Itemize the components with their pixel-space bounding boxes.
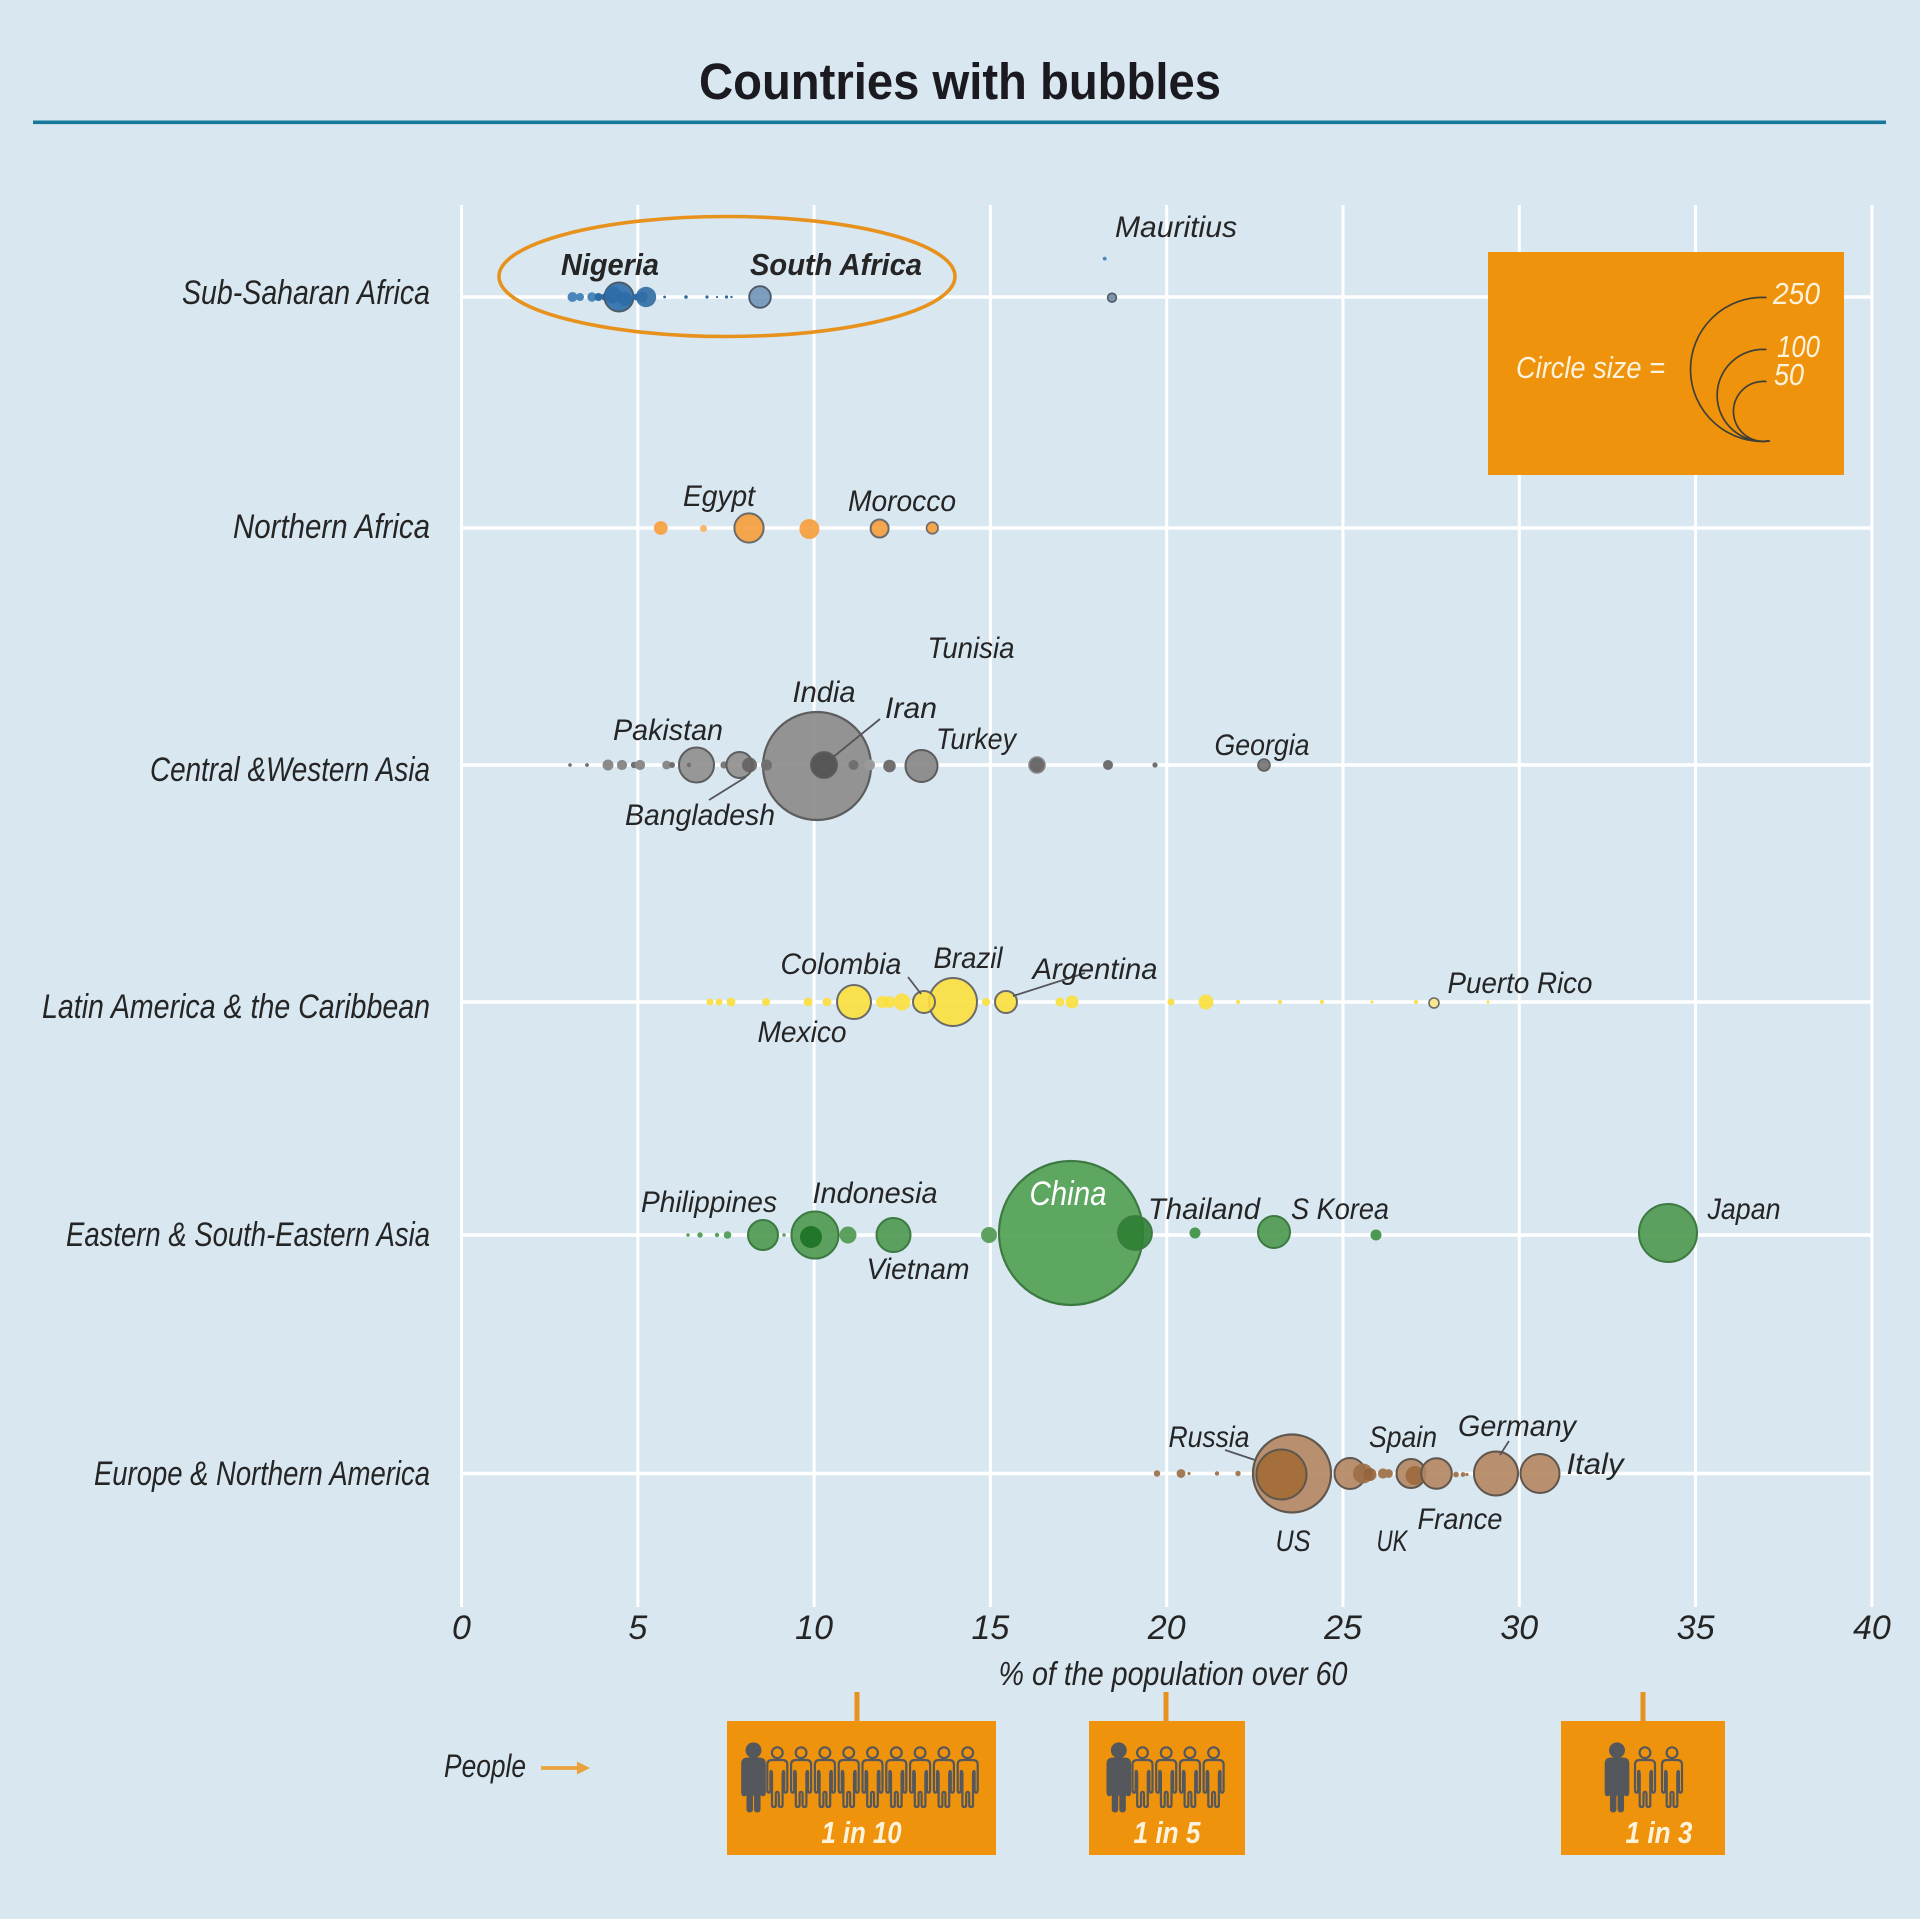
svg-text:Bangladesh: Bangladesh <box>625 799 775 832</box>
svg-text:India: India <box>793 676 856 709</box>
svg-text:Italy: Italy <box>1567 1448 1626 1481</box>
svg-text:France: France <box>1418 1503 1503 1536</box>
svg-text:Brazil: Brazil <box>934 942 1004 975</box>
svg-text:Georgia: Georgia <box>1215 729 1310 762</box>
svg-text:People: People <box>444 1748 526 1784</box>
svg-text:Sub-Saharan Africa: Sub-Saharan Africa <box>182 274 430 312</box>
svg-text:Europe & Northern America: Europe & Northern America <box>94 1455 430 1493</box>
svg-text:South Africa: South Africa <box>750 247 922 282</box>
svg-text:Spain: Spain <box>1369 1421 1437 1454</box>
svg-text:Latin America & the Caribbean: Latin America & the Caribbean <box>42 988 430 1026</box>
svg-text:Morocco: Morocco <box>848 485 956 518</box>
svg-text:Egypt: Egypt <box>683 480 757 513</box>
svg-text:5: 5 <box>628 1609 647 1647</box>
svg-text:1 in 3: 1 in 3 <box>1626 1815 1693 1850</box>
svg-text:US: US <box>1276 1525 1311 1558</box>
svg-text:Pakistan: Pakistan <box>613 714 723 747</box>
svg-text:Argentina: Argentina <box>1031 953 1158 986</box>
svg-text:S Korea: S Korea <box>1291 1193 1389 1226</box>
svg-text:Tunisia: Tunisia <box>928 632 1015 665</box>
svg-text:Northern Africa: Northern Africa <box>233 508 430 546</box>
svg-text:Circle size =: Circle size = <box>1516 350 1665 385</box>
svg-text:Nigeria: Nigeria <box>561 247 659 282</box>
svg-text:Russia: Russia <box>1169 1421 1250 1454</box>
svg-text:30: 30 <box>1500 1609 1538 1647</box>
svg-text:UK: UK <box>1377 1525 1409 1558</box>
svg-text:Central &Western Asia: Central &Western Asia <box>150 751 430 789</box>
svg-text:20: 20 <box>1147 1609 1186 1647</box>
svg-text:40: 40 <box>1853 1609 1891 1647</box>
svg-text:Philippines: Philippines <box>641 1186 777 1219</box>
svg-text:Thailand: Thailand <box>1148 1193 1261 1226</box>
svg-text:% of the population over 60: % of the population over 60 <box>999 1655 1349 1692</box>
svg-text:35: 35 <box>1677 1609 1715 1647</box>
svg-text:250: 250 <box>1772 276 1820 311</box>
svg-text:Turkey: Turkey <box>936 723 1018 756</box>
svg-text:Indonesia: Indonesia <box>813 1177 938 1210</box>
svg-text:Colombia: Colombia <box>781 948 902 981</box>
svg-text:Countries with bubbles: Countries with bubbles <box>699 53 1221 110</box>
svg-text:China: China <box>1030 1175 1107 1213</box>
svg-text:100: 100 <box>1777 329 1820 364</box>
svg-text:Puerto Rico: Puerto Rico <box>1448 967 1593 1000</box>
svg-text:25: 25 <box>1323 1609 1362 1647</box>
svg-text:Germany: Germany <box>1458 1410 1578 1443</box>
svg-text:Iran: Iran <box>885 692 937 725</box>
svg-text:15: 15 <box>971 1609 1009 1647</box>
svg-text:Mexico: Mexico <box>758 1016 847 1049</box>
svg-text:Mauritius: Mauritius <box>1115 211 1237 244</box>
svg-text:1 in 5: 1 in 5 <box>1134 1815 1202 1850</box>
svg-text:50: 50 <box>1774 357 1804 392</box>
svg-text:10: 10 <box>795 1609 833 1647</box>
svg-text:Eastern & South-Eastern Asia: Eastern & South-Eastern Asia <box>66 1216 430 1254</box>
svg-text:Japan: Japan <box>1707 1193 1781 1226</box>
svg-text:Vietnam: Vietnam <box>867 1253 970 1286</box>
svg-text:0: 0 <box>452 1609 471 1647</box>
svg-text:1 in 10: 1 in 10 <box>822 1815 902 1850</box>
